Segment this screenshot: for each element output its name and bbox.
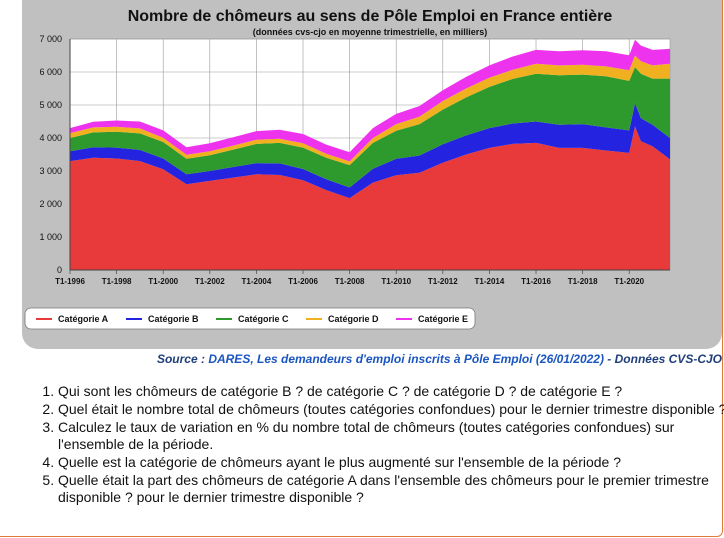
area-cat-gorie-d — [70, 55, 670, 166]
legend-label: Catégorie C — [238, 314, 289, 324]
chart-panel: Nombre de chômeurs au sens de Pôle Emplo… — [22, 0, 722, 349]
legend-label: Catégorie E — [418, 314, 468, 324]
questions-list: Qui sont les chômeurs de catégorie B ? d… — [38, 383, 724, 507]
chart-title: Nombre de chômeurs au sens de Pôle Emplo… — [128, 8, 613, 25]
y-tick-label: 0 — [57, 265, 62, 275]
legend-label: Catégorie D — [328, 314, 379, 324]
legend-label: Catégorie B — [148, 314, 199, 324]
y-tick-label: 2 000 — [39, 199, 62, 209]
axes: 0 1 000 2 000 3 000 4 000 5 000 6 000 7 000 T1-1… — [39, 34, 670, 286]
x-tick-label: T1-1998 — [102, 277, 132, 286]
y-tick-label: 5 000 — [39, 100, 62, 110]
x-tick-label: T1-2008 — [335, 277, 365, 286]
x-tick-label: T1-2014 — [475, 277, 505, 286]
question-item: Quelle est la catégorie de chômeurs ayan… — [58, 454, 724, 471]
legend-label: Catégorie A — [58, 314, 109, 324]
y-tick-label: 4 000 — [39, 133, 62, 143]
x-tick-label: T1-2000 — [148, 277, 178, 286]
question-item: Calculez le taux de variation en % du no… — [58, 419, 724, 453]
question-item: Quel était le nombre total de chômeurs (… — [58, 401, 724, 418]
area-cat-gorie-c — [70, 67, 670, 188]
chart-subtitle: (données cvs-cjo en moyenne trimestriell… — [253, 27, 488, 37]
area-cat-gorie-a — [70, 126, 670, 271]
x-tick-label: T1-2004 — [242, 277, 272, 286]
area-cat-gorie-b — [70, 103, 670, 199]
legend: Catégorie A Catégorie B Catégorie C Catégor… — [24, 307, 476, 330]
legend-box — [24, 307, 476, 330]
source-suffix: - Données CVS-CJO — [603, 352, 722, 366]
x-tick-label: T1-2002 — [195, 277, 225, 286]
x-tick-label: T1-2016 — [521, 277, 551, 286]
x-tick-label: T1-2018 — [568, 277, 598, 286]
source-prefix: Source : — [156, 352, 209, 366]
area-series — [70, 39, 670, 271]
chart: Nombre de chômeurs au sens de Pôle Emplo… — [24, 8, 671, 330]
x-tick-label: T1-2012 — [428, 277, 458, 286]
y-tick-label: 1 000 — [39, 232, 62, 242]
source-line: Source : DARES, Les demandeurs d'emploi … — [0, 352, 722, 366]
y-tick-label: 6 000 — [39, 67, 62, 77]
y-tick-label: 7 000 — [39, 34, 62, 44]
x-tick-label: T1-2010 — [381, 277, 411, 286]
question-item: Quelle était la part des chômeurs de cat… — [58, 472, 724, 506]
source-link[interactable]: DARES, Les demandeurs d'emploi inscrits … — [208, 352, 604, 366]
area-cat-gorie-e — [70, 39, 670, 162]
x-tick-label: T1-2006 — [288, 277, 318, 286]
question-item: Qui sont les chômeurs de catégorie B ? d… — [58, 383, 724, 400]
x-tick-label: T1-1996 — [55, 277, 85, 286]
y-tick-label: 3 000 — [39, 166, 62, 176]
x-tick-label: T1-2020 — [614, 277, 644, 286]
